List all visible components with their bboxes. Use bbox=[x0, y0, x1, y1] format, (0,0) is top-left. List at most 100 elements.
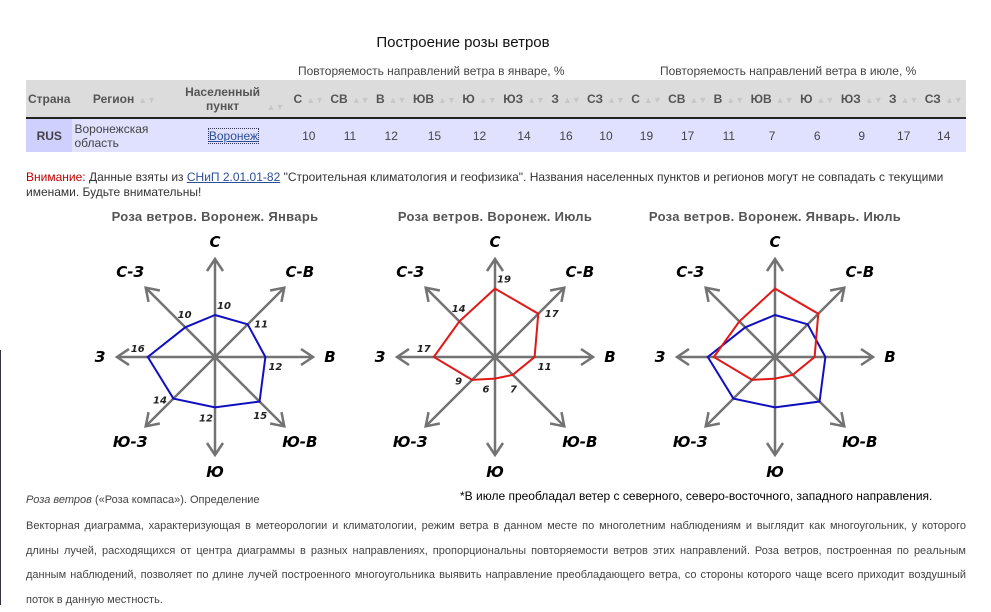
direction-label: С-В bbox=[286, 263, 315, 281]
col-jan-7[interactable]: СЗ ▲▼ bbox=[583, 80, 629, 119]
wind-table: Страна Регион ▲▼ Населенный пункт ▲▼ С ▲▼ СВ… bbox=[26, 80, 966, 152]
axis-line bbox=[144, 286, 216, 358]
axis-line bbox=[704, 356, 776, 428]
arrow-head-icon bbox=[205, 442, 225, 458]
col-place[interactable]: Населенный пункт ▲▼ bbox=[176, 80, 291, 119]
col-jan-4[interactable]: Ю ▲▼ bbox=[459, 80, 500, 119]
arrow-head-icon bbox=[549, 411, 566, 428]
direction-label: С-В bbox=[566, 263, 595, 281]
col-jan-2[interactable]: В ▲▼ bbox=[372, 80, 410, 119]
cell-jul-2: 11 bbox=[710, 118, 748, 152]
data-label: 10 bbox=[178, 310, 192, 321]
direction-label: Ю-З bbox=[113, 433, 148, 451]
cell-jul-3: 7 bbox=[747, 118, 797, 152]
arrow-head-icon bbox=[829, 411, 846, 428]
snip-link[interactable]: СНиП 2.01.01-82 bbox=[186, 170, 281, 184]
cell-jan-1: 11 bbox=[327, 118, 373, 152]
arrow-head-icon bbox=[205, 256, 225, 272]
arrow-head-icon bbox=[765, 256, 785, 272]
chart-title-january: Роза ветров. Воронеж. Январь bbox=[111, 209, 319, 224]
data-label: 15 bbox=[253, 411, 267, 422]
arrow-head-icon bbox=[114, 347, 130, 367]
data-label: 11 bbox=[254, 320, 268, 331]
data-label: 7 bbox=[510, 384, 517, 395]
axis-line bbox=[494, 356, 566, 428]
axis-line bbox=[494, 286, 566, 358]
data-label: 17 bbox=[417, 344, 431, 355]
data-label: 9 bbox=[455, 377, 462, 388]
cell-place: Воронеж bbox=[176, 118, 291, 152]
cell-jan-7: 10 bbox=[583, 118, 629, 152]
direction-label: З bbox=[95, 348, 106, 366]
col-jan-6[interactable]: З ▲▼ bbox=[548, 80, 584, 119]
cell-jan-3: 15 bbox=[409, 118, 460, 152]
chart-1: С С-В В Ю-В Ю Ю-З З С-З 19 17 11 7 6 9 17 14 bbox=[375, 233, 616, 481]
data-label: 17 bbox=[545, 309, 559, 320]
col-jul-3[interactable]: ЮВ ▲▼ bbox=[747, 80, 797, 119]
axis-line bbox=[774, 286, 846, 358]
axis-line bbox=[214, 356, 286, 428]
col-jul-2[interactable]: В ▲▼ bbox=[710, 80, 748, 119]
direction-label: Ю bbox=[206, 463, 224, 481]
data-label: 11 bbox=[538, 362, 552, 373]
axis-line bbox=[424, 286, 496, 358]
col-jul-4[interactable]: Ю ▲▼ bbox=[796, 80, 838, 119]
chart-0: С С-В В Ю-В Ю Ю-З З С-З 10 11 12 15 12 14 16 10 bbox=[95, 233, 336, 481]
col-region[interactable]: Регион ▲▼ bbox=[72, 80, 177, 119]
col-jul-6[interactable]: З ▲▼ bbox=[886, 80, 922, 119]
col-jul-1[interactable]: СВ ▲▼ bbox=[664, 80, 711, 119]
cell-jan-0: 10 bbox=[290, 118, 328, 152]
direction-label: В bbox=[604, 348, 615, 366]
col-jul-0[interactable]: С ▲▼ bbox=[628, 80, 665, 119]
col-jan-5[interactable]: ЮЗ ▲▼ bbox=[499, 80, 549, 119]
arrow-head-icon bbox=[485, 256, 505, 272]
arrow-head-icon bbox=[144, 286, 161, 303]
direction-label: Ю-З bbox=[393, 433, 428, 451]
axis-line bbox=[424, 356, 496, 428]
col-jan-0[interactable]: С ▲▼ bbox=[290, 80, 328, 119]
cell-jul-4: 6 bbox=[796, 118, 838, 152]
data-label: 16 bbox=[131, 344, 145, 355]
series-polygon-Январь bbox=[706, 313, 827, 409]
axis-line bbox=[214, 286, 286, 358]
direction-label: С bbox=[489, 233, 500, 251]
group-header-january: Повторяемость направлений ветра в январе… bbox=[298, 64, 565, 78]
series-polygon-Январь bbox=[146, 313, 267, 409]
direction-label: З bbox=[375, 348, 386, 366]
arrow-head-icon bbox=[704, 411, 721, 428]
col-jul-5[interactable]: ЮЗ ▲▼ bbox=[837, 80, 887, 119]
arrow-head-icon bbox=[300, 347, 316, 367]
july-note: *В июле преобладал ветер с северного, се… bbox=[460, 489, 933, 503]
col-country[interactable]: Страна bbox=[26, 80, 73, 119]
group-header-july: Повторяемость направлений ветра в июле, … bbox=[660, 64, 917, 78]
place-link[interactable]: Воронеж bbox=[207, 127, 260, 144]
col-jul-7[interactable]: СЗ ▲▼ bbox=[921, 80, 966, 119]
arrow-head-icon bbox=[144, 411, 161, 428]
cell-country: RUS bbox=[26, 118, 73, 152]
col-jan-3[interactable]: ЮВ ▲▼ bbox=[409, 80, 460, 119]
direction-label: С-З bbox=[116, 263, 144, 281]
data-label: 14 bbox=[452, 304, 466, 315]
arrow-head-icon bbox=[269, 411, 286, 428]
col-jan-1[interactable]: СВ ▲▼ bbox=[327, 80, 373, 119]
direction-label: Ю-В bbox=[282, 433, 317, 451]
cell-jul-0: 19 bbox=[628, 118, 665, 152]
page-title: Построение розы ветров bbox=[376, 34, 550, 51]
direction-label: С bbox=[769, 233, 780, 251]
direction-label: Ю bbox=[766, 463, 784, 481]
arrow-head-icon bbox=[580, 347, 596, 367]
axis-line bbox=[774, 356, 846, 428]
axis-line bbox=[704, 286, 776, 358]
chart-title-combined: Роза ветров. Воронеж. Январь. Июль bbox=[648, 209, 902, 224]
cell-region: Воронежская область bbox=[72, 118, 177, 152]
table-row: RUS Воронежская область Воронеж 10 11 12 15… bbox=[26, 118, 966, 152]
arrow-head-icon bbox=[424, 286, 441, 303]
left-border bbox=[0, 350, 1, 605]
direction-label: Ю-В bbox=[562, 433, 597, 451]
arrow-head-icon bbox=[269, 286, 286, 303]
cell-jul-1: 17 bbox=[664, 118, 711, 152]
arrow-head-icon bbox=[424, 411, 441, 428]
data-label: 12 bbox=[268, 362, 282, 373]
data-label: 6 bbox=[483, 385, 490, 396]
arrow-head-icon bbox=[485, 442, 505, 458]
